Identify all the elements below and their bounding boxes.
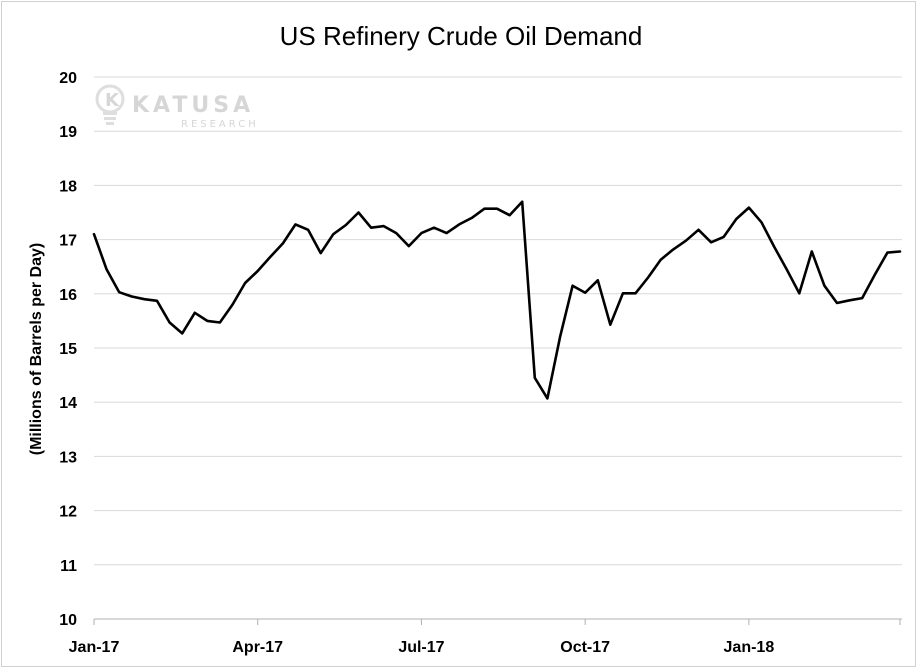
x-tick-label: Oct-17 [560, 639, 610, 656]
y-tick-label: 17 [59, 233, 77, 250]
y-tick-label: 10 [59, 612, 77, 629]
x-tick-labels: Jan-17 Apr-17 Jul-17 Oct-17 Jan-18 [69, 639, 775, 656]
y-tick-label: 20 [59, 70, 77, 87]
y-axis-label: (Millions of Barrels per Day) [28, 243, 45, 456]
y-tick-labels: 10 11 12 13 14 15 16 17 18 19 20 [59, 70, 77, 629]
chart-title: US Refinery Crude Oil Demand [280, 21, 643, 51]
lightbulb-k-icon: K [95, 84, 125, 125]
y-tick-label: 11 [60, 558, 77, 575]
svg-text:K: K [105, 90, 120, 111]
series-line [92, 200, 902, 400]
x-tick-label: Jan-18 [724, 639, 775, 656]
y-tick-label: 16 [59, 287, 77, 304]
gridlines [94, 76, 902, 566]
series-group [92, 200, 902, 400]
watermark: K KATUSA RESEARCH [95, 84, 259, 130]
y-tick-label: 14 [59, 395, 77, 412]
x-tick-label: Apr-17 [232, 639, 283, 656]
y-tick-label: 19 [59, 124, 77, 141]
x-tick-label: Jan-17 [69, 639, 120, 656]
watermark-brand: KATUSA [132, 93, 254, 118]
y-tick-label: 12 [59, 504, 77, 521]
y-tick-label: 18 [59, 178, 77, 195]
y-tick-label: 13 [59, 449, 77, 466]
y-tick-label: 15 [59, 341, 77, 358]
x-tick-label: Jul-17 [398, 639, 444, 656]
axes [93, 618, 902, 625]
watermark-sub: RESEARCH [181, 119, 259, 130]
